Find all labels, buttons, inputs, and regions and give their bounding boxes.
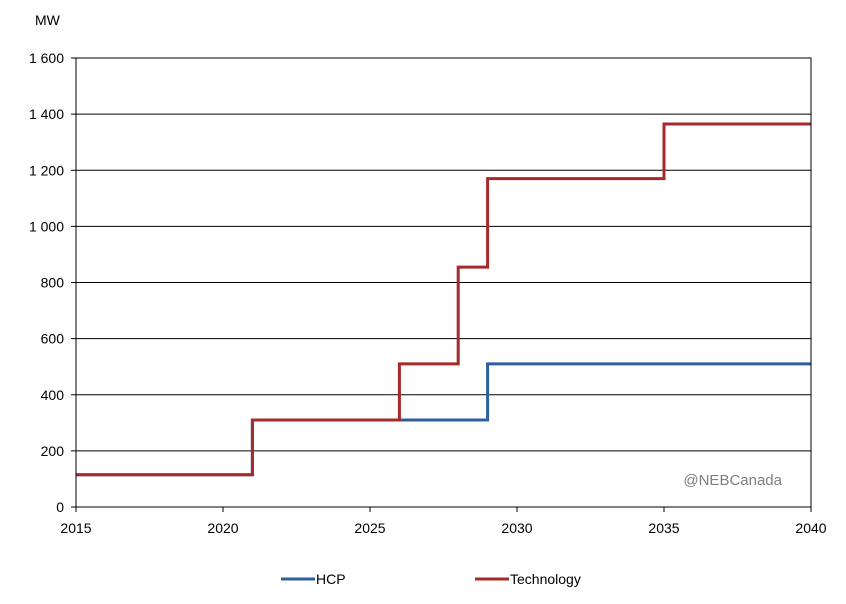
legend-label-technology: Technology <box>510 571 581 587</box>
legend-label-hcp: HCP <box>316 571 346 587</box>
y-tick-label: 200 <box>41 443 65 459</box>
y-axis-unit-label: MW <box>35 12 61 28</box>
x-tick-label: 2025 <box>354 520 385 536</box>
legend: HCP Technology <box>281 571 581 587</box>
gridlines <box>76 113 811 452</box>
x-tick-label: 2030 <box>501 520 532 536</box>
x-tick-label: 2035 <box>648 520 679 536</box>
y-tick-label: 0 <box>56 499 64 515</box>
series-line-technology <box>76 122 811 477</box>
x-tick-label: 2015 <box>60 520 91 536</box>
x-tick-label: 2040 <box>795 520 826 536</box>
y-tick-label: 1 400 <box>29 106 64 122</box>
y-tick-label: 800 <box>41 275 65 291</box>
y-tick-label: 400 <box>41 387 65 403</box>
x-axis-ticks: 2015 2020 2025 2030 2035 2040 <box>60 507 827 536</box>
series-line-hcp <box>76 362 811 477</box>
y-tick-label: 1 600 <box>29 50 64 66</box>
x-tick-label: 2020 <box>207 520 238 536</box>
y-axis-ticks: 0 200 400 600 800 1 000 1 200 1 400 1 600 <box>29 50 76 515</box>
y-tick-label: 1 200 <box>29 162 64 178</box>
watermark-annotation: @NEBCanada <box>683 472 782 489</box>
y-tick-label: 600 <box>41 331 65 347</box>
series-lines <box>76 122 811 477</box>
y-tick-label: 1 000 <box>29 218 64 234</box>
